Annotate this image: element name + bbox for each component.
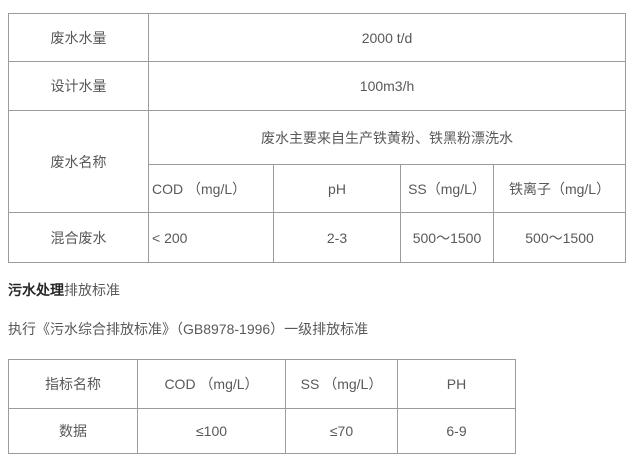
cod-limit-cell: ≤100: [137, 408, 286, 454]
table-row: 指标名称 COD （mg/L） SS （mg/L） PH: [8, 359, 516, 409]
discharge-standard-table: 指标名称 COD （mg/L） SS （mg/L） PH 数据 ≤100 ≤70…: [8, 359, 516, 454]
wastewater-volume-value-cell: 2000 t/d: [147, 13, 627, 62]
table-row: 废水名称 废水主要来自生产铁黄粉、铁黑粉漂洗水: [8, 110, 627, 213]
ss-limit-cell: ≤70: [285, 408, 398, 454]
standard-reference-paragraph: 执行《污水综合排放标准》（GB8978-1996）一级排放标准: [8, 321, 369, 337]
heading-bold-text: 污水处理: [8, 282, 64, 298]
design-flow-label-cell: 设计水量: [8, 61, 149, 111]
data-label-cell: 数据: [8, 408, 138, 454]
param-header-ss-cell: SS（mg/L）: [400, 164, 494, 213]
ph-range-cell: 6-9: [397, 408, 516, 454]
param-header-cod-cell: COD （mg/L）: [148, 164, 274, 213]
wastewater-source-note-cell: 废水主要来自生产铁黄粉、铁黑粉漂洗水: [147, 110, 627, 165]
mixed-wastewater-ph-cell: 2-3: [273, 212, 401, 263]
design-flow-value-cell: 100m3/h: [147, 61, 627, 111]
wastewater-volume-label-cell: 废水水量: [8, 13, 149, 62]
table-row: COD （mg/L） pH SS（mg/L） 铁离子（mg/L）: [9, 164, 627, 213]
indicator-name-header-cell: 指标名称: [8, 359, 138, 409]
table-row: 设计水量 100m3/h: [8, 61, 627, 111]
ss-header-cell: SS （mg/L）: [285, 359, 398, 409]
table-row: 数据 ≤100 ≤70 6-9: [8, 408, 516, 454]
heading-normal-text: 排放标准: [64, 282, 120, 298]
table-row: 混合废水 < 200 2-3 500～1500 500～1500: [8, 212, 627, 263]
param-header-iron-cell: 铁离子（mg/L）: [492, 164, 627, 213]
wastewater-parameters-table: 废水水量 2000 t/d 设计水量 100m3/h 废水名称 废水主要来自生产…: [8, 13, 627, 263]
mixed-wastewater-label-cell: 混合废水: [8, 212, 149, 263]
discharge-standard-heading: 污水处理排放标准: [8, 282, 634, 298]
mixed-wastewater-iron-cell: 500～1500: [492, 212, 627, 263]
cod-header-cell: COD （mg/L）: [137, 359, 286, 409]
mixed-wastewater-ss-cell: 500～1500: [400, 212, 494, 263]
mixed-wastewater-cod-cell: < 200: [148, 212, 274, 263]
param-header-ph-cell: pH: [273, 164, 401, 213]
ph-header-cell: PH: [397, 359, 516, 409]
table-row: 废水水量 2000 t/d: [8, 13, 627, 62]
wastewater-name-label-cell: 废水名称: [8, 110, 149, 213]
